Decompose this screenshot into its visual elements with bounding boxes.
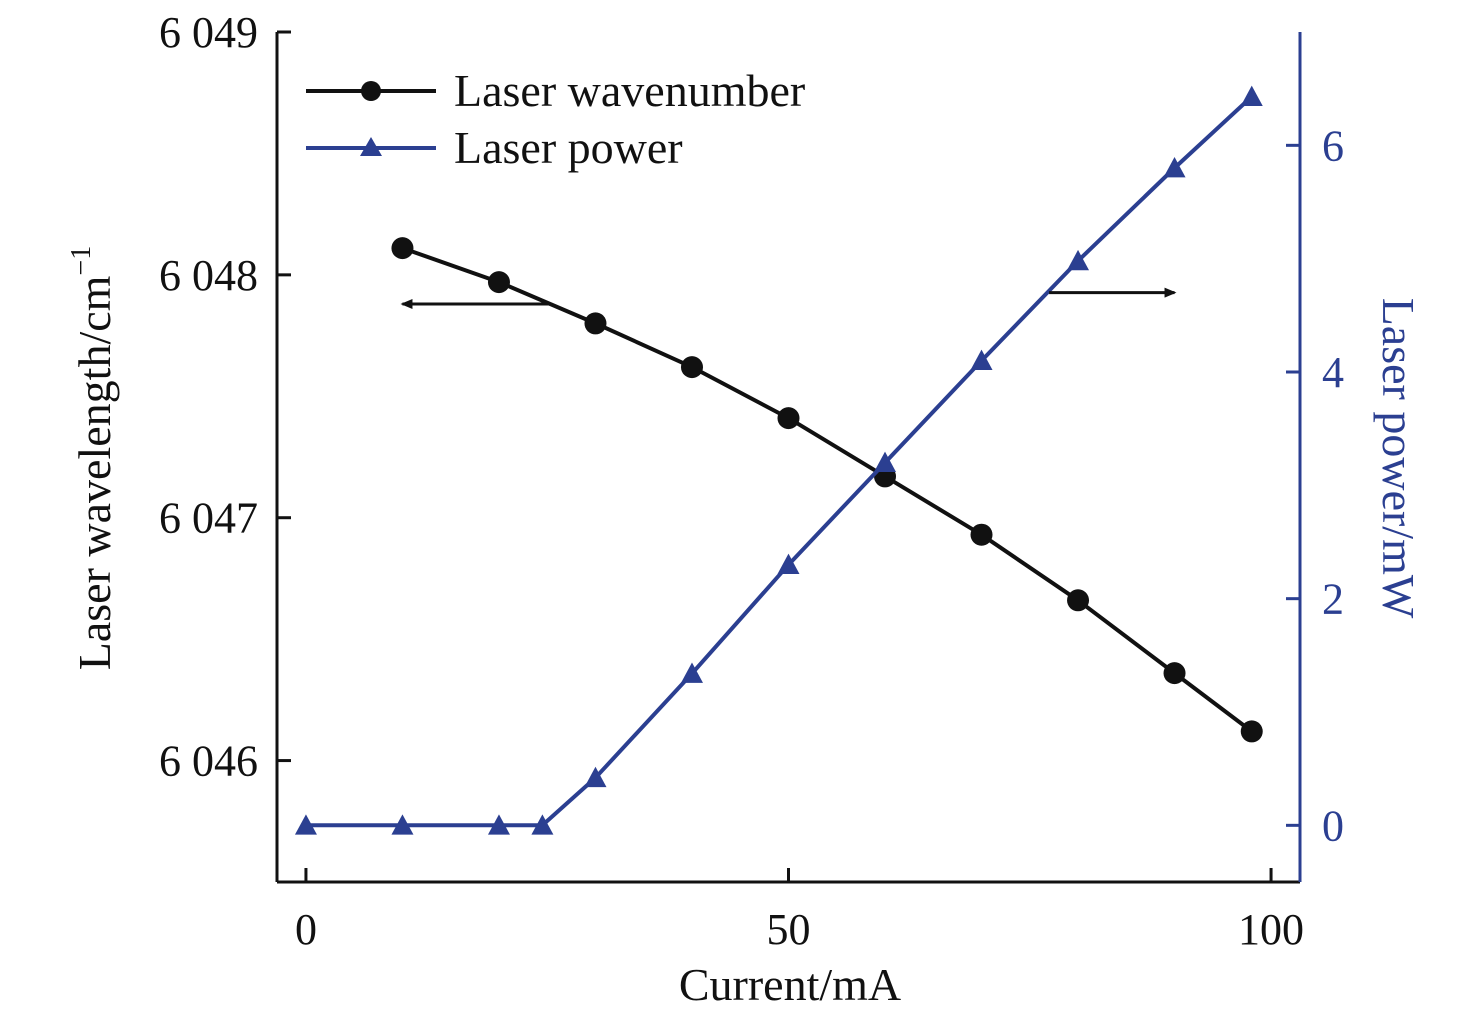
data-point — [487, 814, 510, 835]
data-point — [777, 553, 800, 575]
series-line — [306, 95, 1254, 828]
data-point — [970, 523, 993, 546]
data-point — [584, 312, 607, 335]
left-y-axis-title: Laser wavelength/cm−1 — [66, 246, 120, 670]
right-y-axis-title: Laser power/mW — [1373, 298, 1424, 619]
right-y-tick-label: 6 — [1322, 121, 1344, 170]
data-point — [1067, 249, 1090, 271]
data-point — [874, 451, 897, 473]
x-tick-label: 100 — [1238, 905, 1304, 954]
left-y-tick-label: 6 046 — [159, 737, 258, 786]
right-y-axis: 0 2 4 6 — [1286, 121, 1344, 850]
left-y-axis-title-main: Laser wavelength/cm — [69, 275, 120, 670]
legend-wavenumber-marker — [361, 81, 381, 101]
legend-power-marker — [360, 137, 382, 156]
data-point — [1163, 662, 1186, 685]
data-point — [294, 814, 317, 835]
data-point — [680, 662, 703, 683]
plot-frame — [275, 32, 1302, 884]
left-y-axis: 6 046 6 047 6 048 6 049 — [159, 8, 291, 786]
data-point — [584, 766, 607, 788]
legend-wavenumber-label: Laser wavenumber — [454, 65, 805, 116]
left-y-tick-label: 6 047 — [159, 494, 258, 543]
series-power — [294, 85, 1263, 835]
data-point — [391, 814, 414, 835]
legend-power-label: Laser power — [454, 122, 683, 173]
left-y-tick-label: 6 049 — [159, 8, 258, 57]
data-point — [487, 271, 510, 294]
series-line — [401, 246, 1253, 733]
x-tick-label: 0 — [295, 905, 317, 954]
x-axis-title: Current/mA — [679, 959, 901, 1010]
x-axis: 0 50 100 — [295, 868, 1304, 954]
left-y-tick-label: 6 048 — [159, 251, 258, 300]
data-point — [391, 237, 414, 260]
data-point — [531, 814, 554, 835]
data-point — [1240, 720, 1263, 743]
x-tick-label: 50 — [767, 905, 811, 954]
annotation-layer — [400, 287, 1177, 309]
data-point — [777, 407, 800, 430]
series-layer — [294, 85, 1263, 835]
right-y-tick-label: 2 — [1322, 575, 1344, 624]
data-point — [680, 356, 703, 379]
right-y-tick-label: 0 — [1322, 801, 1344, 850]
series-wavenumber — [391, 237, 1263, 743]
data-point — [1067, 589, 1090, 612]
data-point — [1163, 157, 1186, 178]
right-y-tick-label: 4 — [1322, 348, 1344, 397]
data-point — [970, 349, 993, 371]
legend: Laser wavenumber Laser power — [306, 65, 805, 173]
data-point — [1240, 85, 1263, 106]
left-y-axis-title-superscript: −1 — [66, 246, 97, 276]
